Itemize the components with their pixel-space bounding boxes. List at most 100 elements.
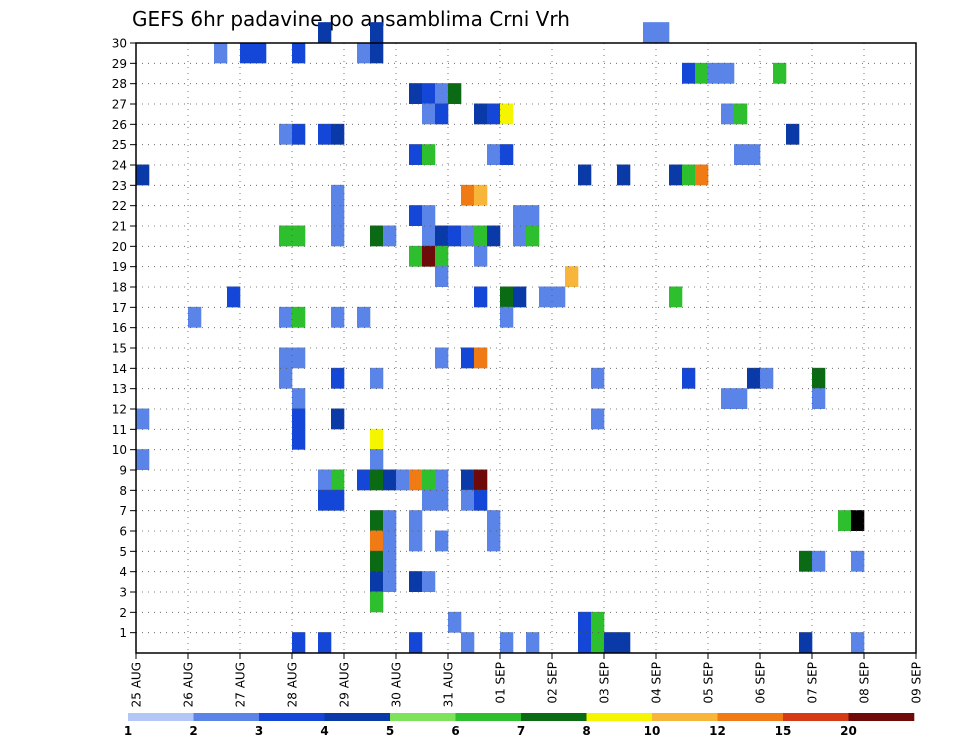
y-tick-label: 6 [119,525,127,539]
precip-cell [318,22,332,43]
y-tick-label: 19 [112,260,127,274]
y-axis-ticks: 1234567891011121314151617181920212223242… [112,37,136,640]
x-tick-label: 25 AUG [130,662,144,707]
precip-cell [474,469,488,491]
precip-cell [383,530,397,552]
x-tick-label: 30 AUG [390,662,404,707]
x-tick-label: 09 SEP [910,662,924,704]
precip-cell [318,123,332,145]
precip-cell [435,245,449,267]
precip-cell [669,164,683,186]
precip-cell [760,367,774,389]
precip-cell [370,510,384,531]
x-tick-label: 05 SEP [702,662,716,704]
precip-cell [526,205,540,226]
precip-cell [578,611,592,633]
precip-cell [721,62,735,84]
precip-cell [734,144,748,165]
precip-cell [409,205,423,226]
precip-cell [370,449,384,470]
y-tick-label: 14 [112,362,127,376]
precip-cell [773,62,787,84]
precip-cell [812,550,826,572]
y-tick-label: 7 [119,504,127,518]
precip-cell [357,306,371,328]
precip-cell [721,103,735,125]
precip-cell [435,225,449,247]
precip-cell [526,632,540,653]
precip-cell [474,489,488,511]
precip-cell [747,144,761,165]
y-tick-label: 16 [112,321,127,335]
color-legend: 1 2 3 4 5 6 7 8 10 12 15 20 [124,713,915,738]
precip-cell [435,469,449,491]
precip-cell [370,571,384,592]
y-tick-label: 15 [112,342,127,356]
legend-swatch [455,713,522,721]
precip-cell [136,449,150,470]
x-tick-label: 03 SEP [598,662,612,704]
y-tick-label: 12 [112,403,127,417]
precip-cell [292,408,306,430]
precip-cell [682,367,696,389]
precip-cell [435,530,449,552]
y-tick-label: 9 [119,464,127,478]
precip-cell [591,367,605,389]
precip-cell [292,123,306,145]
precip-cell [682,164,696,186]
precip-cell [734,103,748,125]
legend-swatch [259,713,325,721]
precip-cell [214,42,228,64]
precip-cell [435,103,449,125]
precip-cell [370,22,384,43]
precip-cell [487,510,501,531]
y-tick-label: 21 [112,220,127,234]
precip-cell [851,550,865,572]
precip-cell [851,632,865,653]
precip-cell [409,469,423,491]
heatmap-cells [136,22,865,653]
precip-cell [409,571,423,592]
x-tick-label: 04 SEP [650,662,664,704]
precip-cell [422,469,436,491]
y-tick-label: 17 [112,301,127,315]
precip-cell [409,510,423,531]
precip-cell [461,225,475,247]
x-tick-label: 02 SEP [546,662,560,704]
precip-cell [435,83,449,104]
y-tick-label: 13 [112,382,127,396]
precip-cell [383,510,397,531]
legend-swatch [652,713,718,721]
precip-cell [318,489,332,511]
precip-cell [799,550,813,572]
precip-cell [721,388,735,409]
precip-cell [292,306,306,328]
precip-cell [136,408,150,430]
precip-cell [279,123,293,145]
legend-swatch [390,713,456,721]
y-tick-label: 23 [112,179,127,193]
precip-cell [669,286,683,308]
legend-swatch [324,713,391,721]
precip-cell [786,123,800,145]
legend-level-label: 5 [386,724,394,738]
precip-cell [461,489,475,511]
precip-cell [370,367,384,389]
precip-cell [292,632,306,653]
legend-swatch [848,713,915,721]
y-tick-label: 29 [112,57,127,71]
x-tick-label: 06 SEP [754,662,768,704]
precip-cell [695,62,709,84]
precip-cell [409,245,423,267]
precip-cell [500,144,514,165]
precip-cell [370,591,384,613]
precip-cell [682,62,696,84]
precip-cell [448,225,462,247]
x-tick-label: 26 AUG [182,662,196,707]
precip-cell [539,286,553,308]
legend-swatch [193,713,260,721]
precip-cell [656,22,670,43]
precip-cell [617,164,631,186]
precip-cell [422,489,436,511]
legend-level-label: 12 [709,724,726,738]
